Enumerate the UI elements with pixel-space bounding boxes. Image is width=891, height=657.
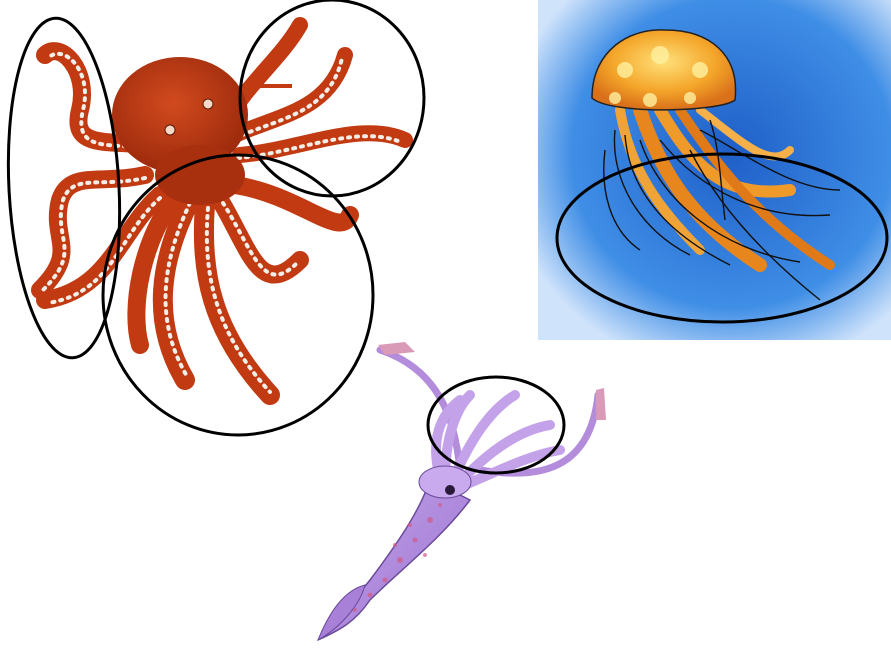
squid-eye [445,485,455,495]
octopus-mantle-base [155,145,245,205]
octopus-mark [252,84,292,88]
squid-head [418,465,472,499]
squid-spots [353,503,442,612]
octopus-eye-left [164,124,176,136]
squid-tentacle-club-right [596,388,606,420]
jellyfish-bell [591,29,737,111]
octopus-outlines [6,0,426,437]
outline-jellyfish-tentacles [555,152,889,324]
jellyfish-tentacles [615,103,835,272]
squid-tentacle-club-left [378,342,415,355]
octopus-head [112,57,248,173]
octopus-eye-right [202,98,214,110]
outline-squid-arms [426,375,566,475]
squid-fin [317,584,366,642]
outline-top-right-arms [238,0,426,198]
jellyfish-bell-spots [609,46,708,107]
squid [317,342,606,642]
jellyfish [538,0,891,340]
outline-left-arms [6,16,122,360]
outline-bottom-arms [101,153,375,437]
